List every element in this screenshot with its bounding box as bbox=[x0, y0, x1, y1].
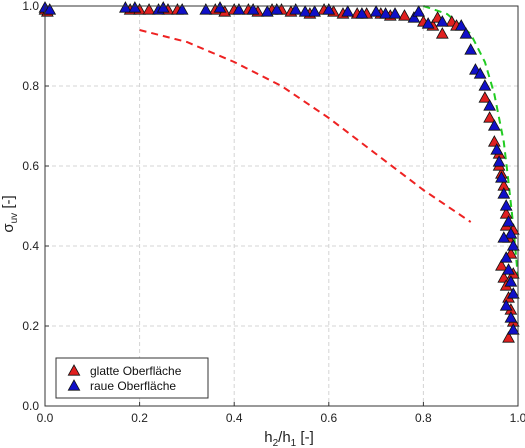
data-point-series-2 bbox=[379, 7, 392, 19]
data-point-series-2 bbox=[506, 323, 520, 335]
data-point-series-2 bbox=[341, 5, 355, 17]
legend-label-1: glatte Oberfläche bbox=[90, 364, 182, 378]
legend-label-2: raue Oberfläche bbox=[90, 379, 176, 393]
data-point-series-2 bbox=[464, 43, 478, 55]
data-point-series-1 bbox=[499, 207, 513, 219]
reference-curve-2 bbox=[423, 5, 519, 279]
y-tick-label: 0.2 bbox=[22, 319, 39, 333]
legend-marker-1 bbox=[67, 364, 81, 376]
data-point-series-2 bbox=[388, 7, 402, 19]
x-axis-label: h2/h1 [-] bbox=[264, 429, 313, 448]
data-point-series-1 bbox=[478, 91, 492, 103]
data-point-series-1 bbox=[487, 135, 501, 147]
data-point-series-2 bbox=[506, 239, 520, 251]
x-tick-label: 0.0 bbox=[37, 411, 54, 425]
x-ticks: 0.0 0.2 0.4 0.6 0.8 1.0 bbox=[37, 402, 525, 425]
grid bbox=[45, 6, 518, 406]
data-point-series-2 bbox=[246, 3, 260, 15]
data-point-series-2 bbox=[289, 3, 303, 15]
y-ticks: 0.0 0.2 0.4 0.6 0.8 1.0 bbox=[22, 0, 49, 413]
plot-frame bbox=[44, 5, 519, 407]
data-point-series-2 bbox=[499, 199, 513, 211]
y-tick-label: 0.8 bbox=[22, 79, 39, 93]
x-tick-label: 1.0 bbox=[510, 411, 525, 425]
data-point-series-2 bbox=[412, 5, 426, 17]
data-point-series-2 bbox=[504, 227, 518, 239]
data-point-series-2 bbox=[495, 171, 508, 183]
data-point-series-1 bbox=[398, 9, 411, 21]
data-point-series-2 bbox=[369, 5, 383, 17]
data-point-series-2 bbox=[421, 17, 435, 29]
data-point-series-2 bbox=[128, 1, 142, 13]
data-point-series-2 bbox=[213, 1, 227, 13]
data-point-series-2 bbox=[156, 1, 170, 13]
data-point-series-2 bbox=[504, 311, 518, 323]
x-tick-label: 0.4 bbox=[226, 411, 243, 425]
y-tick-label: 0.0 bbox=[22, 399, 39, 413]
data-point-series-2 bbox=[497, 187, 511, 199]
data-point-series-2 bbox=[506, 287, 520, 299]
data-point-series-2 bbox=[483, 99, 497, 111]
data-point-series-2 bbox=[232, 3, 246, 15]
data-points bbox=[38, 1, 520, 343]
data-point-series-2 bbox=[43, 3, 57, 15]
data-point-series-2 bbox=[504, 275, 518, 287]
data-point-series-2 bbox=[407, 11, 421, 23]
data-point-series-2 bbox=[322, 3, 336, 15]
y-tick-label: 0.4 bbox=[22, 239, 39, 253]
x-tick-label: 0.2 bbox=[131, 411, 148, 425]
data-point-series-2 bbox=[260, 5, 274, 17]
data-point-series-2 bbox=[497, 231, 511, 243]
data-point-series-2 bbox=[454, 19, 468, 31]
data-point-series-1 bbox=[483, 111, 497, 123]
data-point-series-2 bbox=[499, 299, 513, 311]
data-point-series-2 bbox=[478, 79, 492, 91]
data-point-series-2 bbox=[355, 7, 369, 19]
data-point-series-2 bbox=[270, 3, 284, 15]
data-point-series-1 bbox=[502, 331, 515, 343]
y-tick-label: 1.0 bbox=[22, 0, 39, 13]
data-point-series-2 bbox=[487, 119, 501, 131]
data-point-series-2 bbox=[199, 3, 213, 15]
reference-curves bbox=[139, 5, 519, 279]
data-point-series-2 bbox=[298, 5, 312, 17]
data-point-series-2 bbox=[502, 263, 515, 275]
data-point-series-2 bbox=[473, 67, 487, 79]
data-point-series-2 bbox=[492, 155, 506, 167]
data-point-series-2 bbox=[308, 5, 321, 17]
x-tick-label: 0.6 bbox=[320, 411, 337, 425]
data-point-series-2 bbox=[499, 251, 513, 263]
data-point-series-2 bbox=[175, 3, 189, 15]
data-point-series-2 bbox=[502, 215, 515, 227]
data-point-series-2 bbox=[490, 143, 504, 155]
data-point-series-1 bbox=[495, 259, 508, 271]
y-axis-label: σuv [-] bbox=[0, 195, 20, 232]
legend-box bbox=[55, 357, 209, 399]
reference-curve-1 bbox=[139, 29, 472, 223]
data-point-series-2 bbox=[119, 1, 132, 13]
legend-marker-2 bbox=[67, 379, 81, 391]
data-point-series-1 bbox=[497, 271, 511, 283]
data-point-series-2 bbox=[459, 27, 473, 39]
data-point-series-1 bbox=[435, 27, 449, 39]
data-point-series-1 bbox=[142, 3, 156, 15]
data-point-series-2 bbox=[435, 15, 449, 27]
x-tick-label: 0.8 bbox=[415, 411, 432, 425]
y-tick-label: 0.6 bbox=[22, 159, 39, 173]
